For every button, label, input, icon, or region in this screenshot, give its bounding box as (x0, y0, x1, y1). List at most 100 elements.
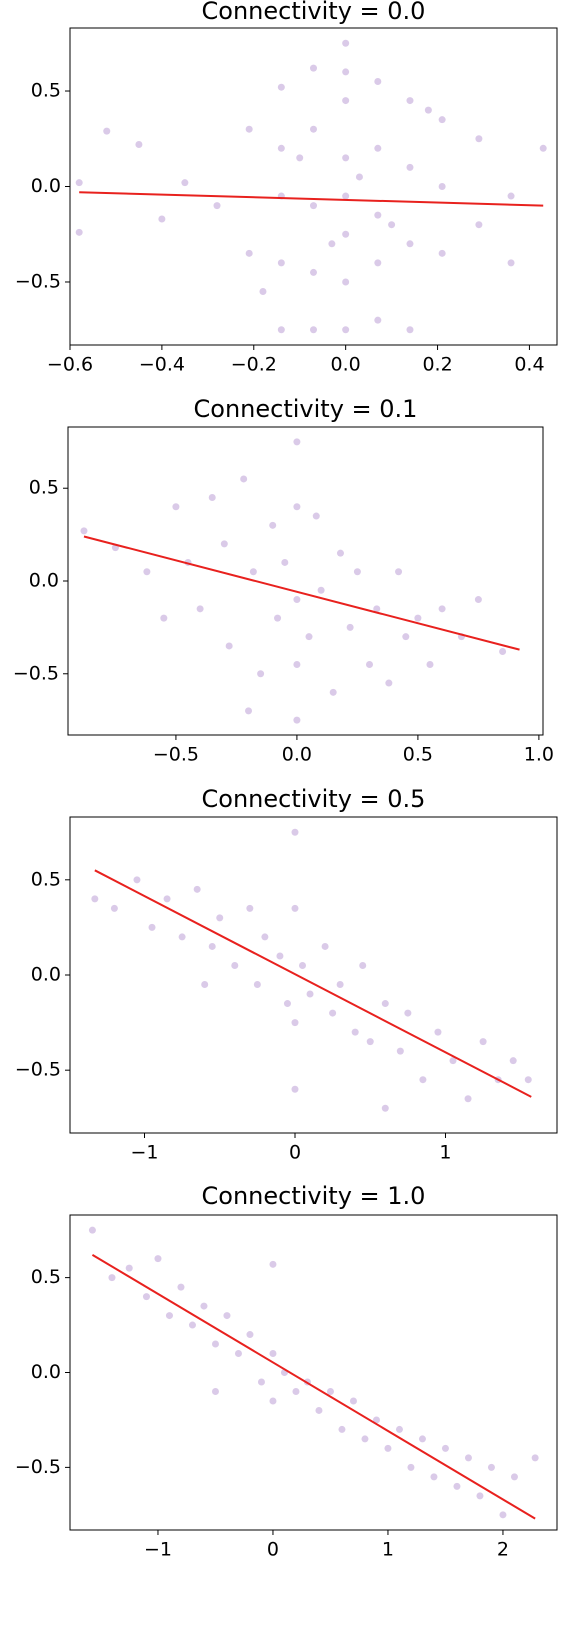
x-tick-label: 0 (289, 1142, 301, 1164)
point (342, 326, 350, 334)
point (133, 876, 141, 884)
point (475, 135, 483, 143)
point (293, 596, 301, 604)
point (342, 68, 350, 76)
point (499, 1511, 507, 1519)
point (374, 211, 382, 219)
point (336, 981, 344, 989)
point (406, 163, 414, 171)
point (277, 83, 285, 91)
point (178, 933, 186, 941)
point (245, 249, 253, 257)
point (449, 1057, 457, 1065)
point (108, 1274, 116, 1282)
point (353, 568, 361, 576)
point (269, 1397, 277, 1405)
point (274, 614, 282, 622)
point (231, 961, 239, 969)
y-tick-label: −0.5 (13, 662, 59, 684)
point (509, 1057, 517, 1065)
x-tick-label: 0.0 (331, 354, 361, 376)
point (441, 1444, 449, 1452)
point (338, 1425, 346, 1433)
point (142, 1293, 150, 1301)
point (406, 97, 414, 105)
x-tick-label: −0.5 (153, 744, 199, 766)
y-tick-label: −0.5 (15, 270, 61, 292)
point (310, 202, 317, 210)
point (464, 1454, 472, 1462)
point (381, 1000, 389, 1008)
subplot: Connectivity = 0.5 −1 0 1 −0.5 0.0 0.5 (15, 785, 558, 1164)
point (366, 660, 374, 668)
point (240, 475, 248, 483)
subplot: Connectivity = 1.0 −1 0 1 2 −0.5 0.0 0.5 (15, 1182, 558, 1561)
y-tick-label: 0.5 (31, 1266, 61, 1288)
point (373, 605, 381, 613)
point (208, 494, 216, 502)
point (366, 1038, 374, 1046)
point (329, 688, 337, 696)
point (257, 670, 265, 678)
point (269, 1260, 277, 1268)
point (310, 268, 317, 276)
point (259, 288, 267, 296)
subplot-title: Connectivity = 0.1 (194, 395, 418, 423)
point (438, 249, 446, 257)
point (158, 215, 166, 223)
point (424, 106, 432, 114)
fit-line (83, 535, 520, 651)
point (253, 981, 261, 989)
point (208, 942, 216, 950)
fit-line (91, 1253, 536, 1520)
point (349, 1397, 357, 1405)
point (299, 961, 307, 969)
plot-area (70, 28, 557, 345)
point (510, 1473, 518, 1481)
point (312, 512, 320, 520)
point (103, 127, 111, 135)
x-tick-label: 0.5 (403, 744, 433, 766)
point (374, 259, 382, 267)
point (269, 521, 277, 529)
point (276, 952, 284, 960)
x-tick-label: 0.2 (422, 354, 452, 376)
point (277, 144, 285, 152)
x-tick-label: 1.0 (524, 744, 554, 766)
point (321, 942, 329, 950)
point (310, 64, 317, 72)
subplot-title: Connectivity = 0.5 (202, 785, 426, 813)
point (88, 1226, 96, 1234)
point (177, 1283, 185, 1291)
point (181, 179, 189, 187)
plot-area (70, 1215, 557, 1530)
point (361, 1435, 369, 1443)
point (402, 633, 410, 641)
point (524, 1076, 532, 1084)
point (418, 1435, 426, 1443)
x-tick-label: 2 (497, 1539, 509, 1561)
y-tick-label: −0.5 (15, 1456, 61, 1478)
point (385, 679, 393, 687)
point (342, 154, 350, 162)
point (249, 568, 257, 576)
point (75, 228, 83, 236)
point (381, 1104, 389, 1112)
point (188, 1321, 196, 1329)
point (438, 116, 446, 124)
point (148, 923, 156, 931)
point (475, 221, 483, 229)
point (216, 914, 224, 922)
subplot: Connectivity = 0.1 −0.5 0.0 0.5 1.0 −0.5 0.0 0.… (13, 395, 554, 766)
point (507, 259, 515, 267)
point (499, 648, 507, 656)
point (306, 990, 314, 998)
point (293, 438, 301, 446)
fit-line (94, 869, 532, 1098)
point (292, 1387, 300, 1395)
point (291, 828, 299, 836)
point (172, 503, 180, 511)
point (154, 1255, 162, 1263)
point (257, 1378, 265, 1386)
point (355, 173, 363, 181)
